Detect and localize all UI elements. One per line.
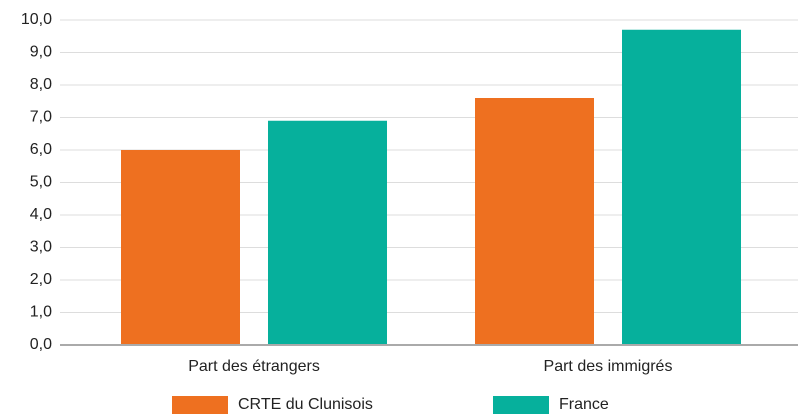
bar [121,150,240,345]
legend-swatch [493,396,549,414]
legend-label: CRTE du Clunisois [238,396,373,413]
y-tick-label: 0,0 [30,336,52,353]
y-tick-label: 7,0 [30,109,52,126]
x-tick-label: Part des étrangers [188,358,320,375]
y-tick-label: 4,0 [30,206,52,223]
y-tick-label: 9,0 [30,44,52,61]
y-tick-label: 6,0 [30,141,52,158]
legend-label: France [559,396,609,413]
bar [268,120,387,345]
legend-swatch [172,396,228,414]
bar [475,98,594,345]
bar [622,29,741,345]
y-tick-label: 1,0 [30,304,52,321]
y-tick-label: 10,0 [21,11,52,28]
y-tick-label: 8,0 [30,76,52,93]
y-tick-label: 3,0 [30,239,52,256]
y-tick-label: 2,0 [30,271,52,288]
y-tick-label: 5,0 [30,174,52,191]
x-tick-label: Part des immigrés [544,358,673,375]
